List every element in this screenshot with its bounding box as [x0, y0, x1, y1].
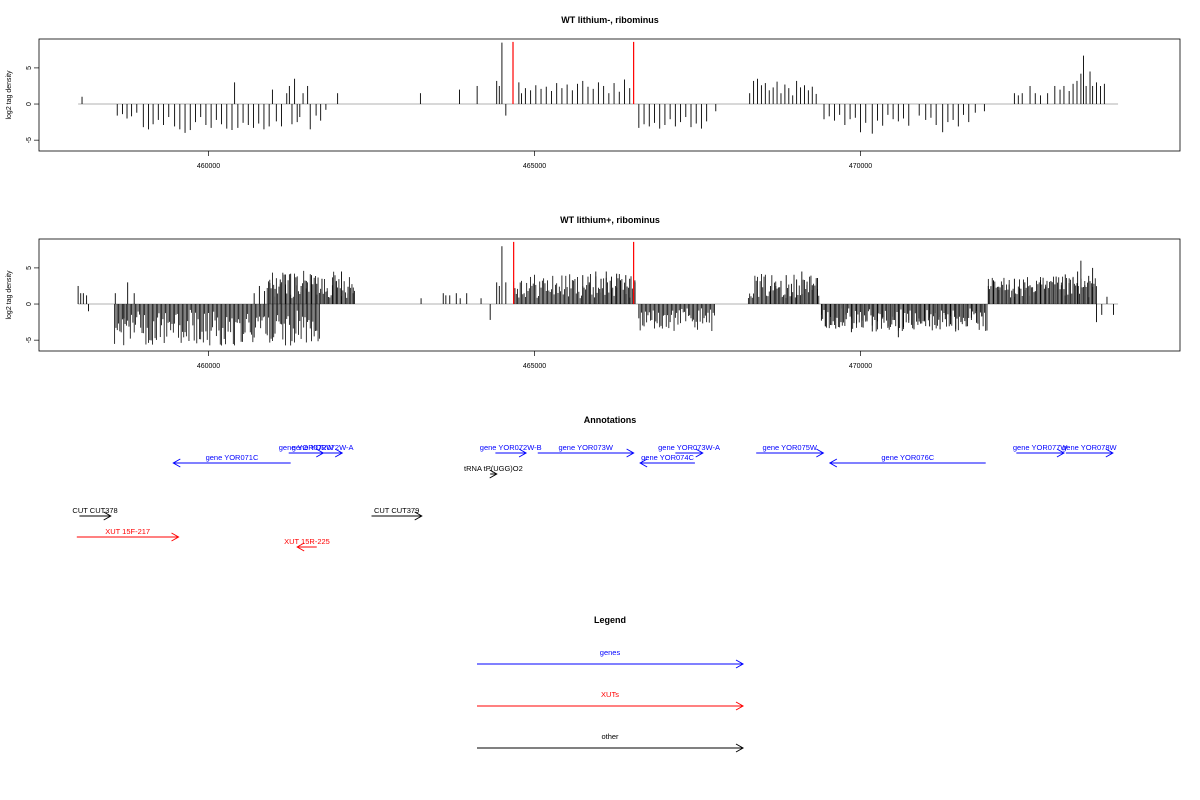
annotation-label: gene YOR076C [881, 453, 934, 462]
annotation-xut-arrow [76, 532, 180, 542]
annotation-gene-arrow [828, 458, 986, 468]
annotation-label: gene YOR072W-B [480, 443, 542, 452]
annotation-label: tRNA tP(UGG)O2 [464, 464, 523, 473]
annotation-gene-arrow [675, 448, 704, 458]
y-tick-label: 0 [26, 102, 33, 106]
annotation-xut-arrow [296, 542, 317, 552]
annotation-gene-arrow [172, 458, 291, 468]
panel-1-bars [78, 42, 1119, 134]
legend-title: Legend [594, 615, 626, 625]
legend-label: XUTs [601, 690, 619, 699]
legend-xut-arrow [477, 701, 745, 711]
legend-gene-arrow [477, 659, 745, 669]
annotation-label: gene YOR074C [641, 453, 694, 462]
legend-items: genes XUTs other [477, 648, 745, 753]
x-tick-label: 465000 [523, 163, 546, 170]
annotation-label: gene YOR075W [763, 443, 818, 452]
annotation-gene-arrow [537, 448, 635, 458]
panel-2-bars [77, 246, 1119, 346]
panel-2-y-axis: -5 0 5 [26, 266, 39, 343]
legend-label: genes [600, 648, 621, 657]
x-tick-label: 460000 [197, 163, 220, 170]
panel-2-x-axis: 460000 465000 470000 [197, 351, 872, 370]
annotation-label: gene YOR077W [1013, 443, 1068, 452]
annotation-label: XUT 15R-225 [284, 537, 330, 546]
y-tick-label: 0 [26, 302, 33, 306]
legend-label: other [601, 732, 619, 741]
annotation-gene-arrow [495, 448, 528, 458]
annotation-other-arrow [79, 511, 112, 521]
x-tick-label: 465000 [523, 363, 546, 370]
annotation-label: gene YOR071C [206, 453, 259, 462]
y-tick-label: -5 [26, 337, 33, 343]
y-tick-label: 5 [26, 66, 33, 70]
y-tick-label: -5 [26, 137, 33, 143]
panel-1-y-axis: -5 0 5 [26, 66, 39, 143]
annotation-label: gene YOR072W [279, 443, 334, 452]
annotation-label: gene YOR073W-A [658, 443, 720, 452]
panel-1-ylabel: log2 tag density [6, 70, 13, 120]
x-tick-label: 470000 [849, 363, 872, 370]
annotation-other-arrow [371, 511, 423, 521]
annotation-label: CUT CUT378 [72, 506, 117, 515]
x-tick-label: 470000 [849, 163, 872, 170]
panel-2-ylabel: log2 tag density [6, 270, 13, 320]
panel-1-frame [38, 38, 1181, 152]
panel-2-frame [38, 238, 1181, 352]
annotation-other-arrow [489, 469, 498, 479]
legend-panel: Legend genes XUTs other [477, 615, 745, 753]
annotation-label: gene YOR078W [1062, 443, 1117, 452]
annotation-label: CUT CUT379 [374, 506, 419, 515]
panel-1-x-axis: 460000 465000 470000 [197, 151, 872, 170]
y-tick-label: 5 [26, 266, 33, 270]
annotation-label: XUT 15F-217 [105, 527, 150, 536]
annotation-gene-arrow [639, 458, 695, 468]
annotation-gene-arrow [756, 448, 825, 458]
legend-other-arrow [477, 743, 745, 753]
x-tick-label: 460000 [197, 363, 220, 370]
annotation-gene-arrow [1065, 448, 1114, 458]
annotations-title: Annotations [584, 415, 637, 425]
annotation-label: gene YOR073W [558, 443, 613, 452]
panel-1-title: WT lithium-, ribominus [561, 15, 659, 25]
panel-2-markers [513, 241, 635, 305]
panel-lithium-minus: WT lithium-, ribominus log2 tag density … [6, 15, 1181, 170]
annotation-gene-arrow [1016, 448, 1065, 458]
annotation-gene-arrow [303, 448, 344, 458]
annotation-label: gene YOR072W-A [292, 443, 354, 452]
panel-2-title: WT lithium+, ribominus [560, 215, 660, 225]
panel-1-markers [512, 41, 635, 105]
panel-lithium-plus: WT lithium+, ribominus log2 tag density … [6, 215, 1181, 370]
